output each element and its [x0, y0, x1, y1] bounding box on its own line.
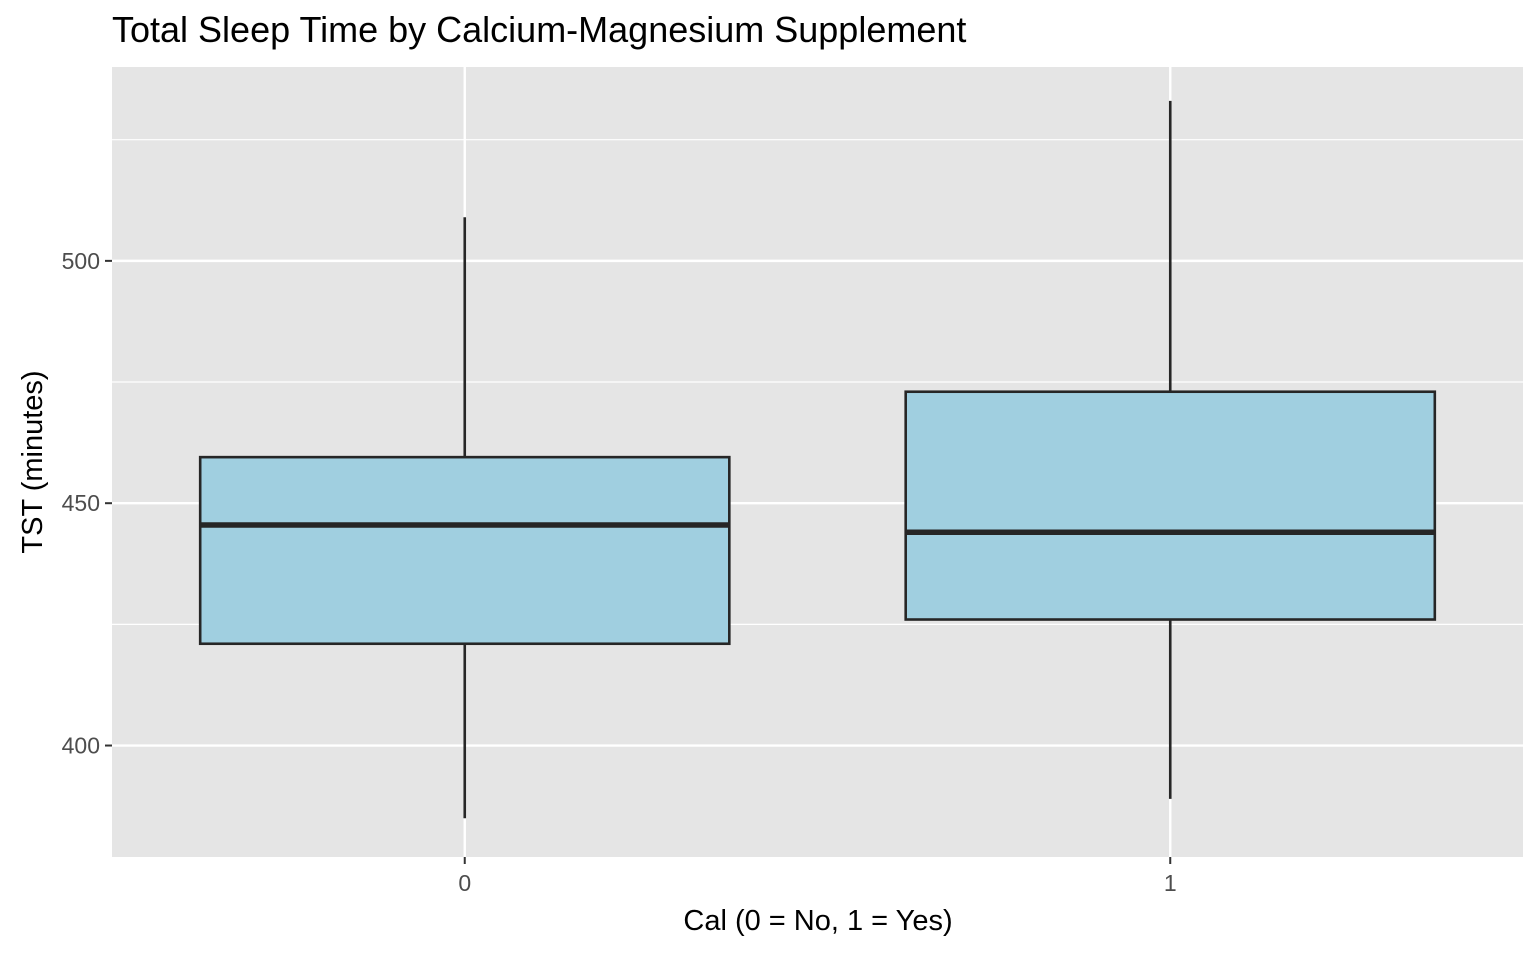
- y-tick-label: 400: [62, 733, 100, 759]
- chart-title: Total Sleep Time by Calcium-Magnesium Su…: [112, 9, 966, 50]
- x-tick-label: 0: [458, 870, 471, 896]
- box-iqr: [198, 455, 731, 646]
- y-tick-label: 500: [62, 248, 100, 274]
- y-axis-label: TST (minutes): [17, 370, 49, 553]
- y-tick-label: 450: [62, 490, 100, 516]
- x-tick-label: 1: [1164, 870, 1177, 896]
- x-axis-label: Cal (0 = No, 1 = Yes): [683, 905, 952, 937]
- box-iqr: [904, 390, 1437, 621]
